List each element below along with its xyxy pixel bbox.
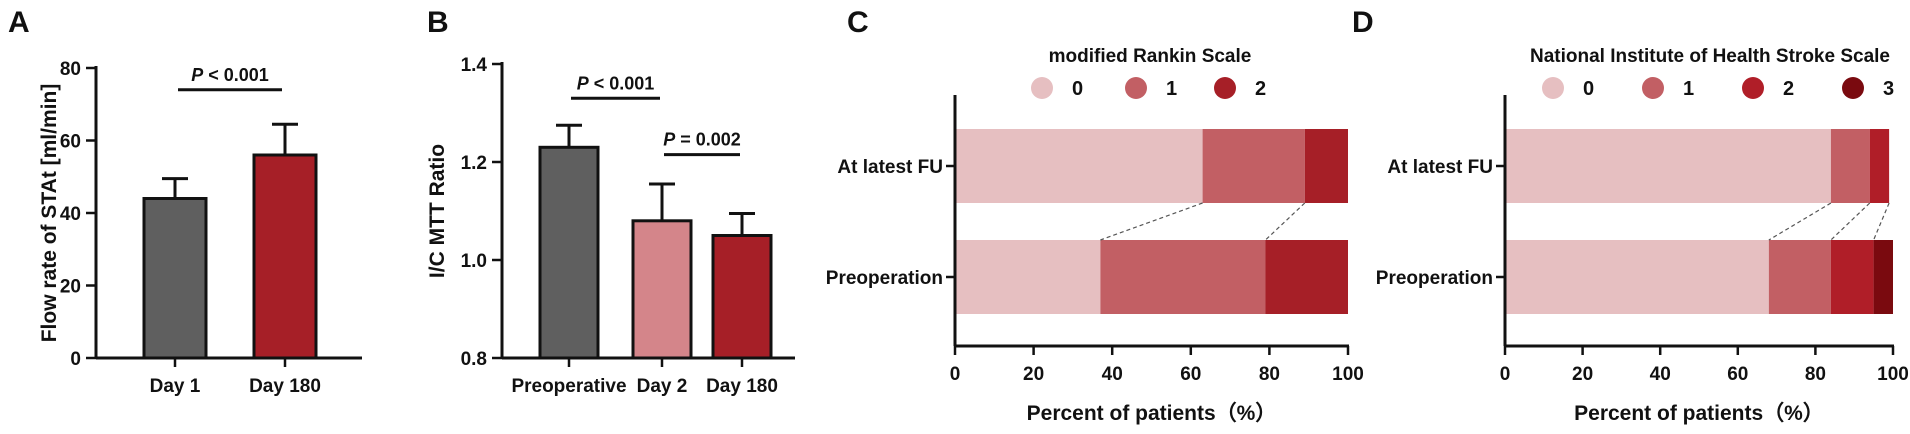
legend-swatch: [1642, 77, 1664, 99]
panel-letter: B: [427, 6, 449, 39]
bar-segment: [1505, 129, 1831, 203]
legend-swatch: [1214, 77, 1236, 99]
bar: [711, 234, 773, 360]
connector-line: [1100, 202, 1203, 241]
bar-segment: [1830, 129, 1870, 203]
bar-segment: [1505, 240, 1769, 314]
x-tick-label: 0: [1500, 364, 1511, 385]
x-tick-label: 40: [1650, 364, 1671, 385]
connector-line: [1768, 202, 1832, 241]
bar: [142, 197, 208, 360]
bar-segment: [1202, 129, 1305, 203]
x-tick-label: 80: [1259, 364, 1280, 385]
x-axis-label: Percent of patients（%）: [1574, 401, 1824, 425]
p-value-label: P = 0.002: [663, 130, 741, 150]
y-tick-label: At latest FU: [837, 157, 943, 178]
x-tick-label: 60: [1727, 364, 1748, 385]
connector-line: [1873, 202, 1890, 241]
x-tick-label: 40: [1102, 364, 1123, 385]
bar-segment: [1100, 240, 1266, 314]
bar-segment: [1869, 129, 1890, 203]
y-tick-label: 1.4: [461, 55, 488, 76]
y-axis-label: Flow rate of STAt [ml/min]: [38, 84, 61, 343]
y-tick-label: 0: [70, 349, 81, 370]
x-tick-label: 0: [950, 364, 961, 385]
y-tick-label: 1.0: [461, 251, 487, 272]
x-tick-label: Preoperative: [511, 376, 626, 397]
chart-title: National Institute of Health Stroke Scal…: [1530, 46, 1890, 67]
bar-segment: [955, 129, 1203, 203]
y-tick-label: 20: [60, 277, 81, 298]
panel-letter: C: [847, 6, 869, 39]
legend-swatch: [1842, 77, 1864, 99]
y-tick-label: Preoperation: [826, 268, 943, 289]
bar-segment: [955, 240, 1101, 314]
bar-segment: [1304, 129, 1348, 203]
y-tick-label: 40: [60, 204, 81, 225]
legend-label: 1: [1683, 78, 1694, 100]
y-tick-label: 1.2: [461, 153, 487, 174]
x-tick-label: Day 1: [150, 376, 201, 397]
bar-segment: [1768, 240, 1831, 314]
x-tick-label: 100: [1332, 364, 1364, 385]
panel-d: D National Institute of Health Stroke Sca…: [1352, 6, 1909, 425]
legend-swatch: [1542, 77, 1564, 99]
legend-label: 0: [1072, 78, 1083, 100]
p-value-label: P < 0.001: [577, 73, 655, 93]
p-value-label: P < 0.001: [191, 65, 269, 85]
panel-b: B 0.8 1.0 1.2 1.4 I/C MTT Ratio Preoperative Da…: [426, 6, 795, 397]
x-tick-label: 100: [1877, 364, 1909, 385]
y-tick-label: 0.8: [461, 349, 487, 370]
panel-letter: A: [8, 6, 30, 39]
connector-line: [1830, 202, 1871, 241]
x-tick-label: Day 180: [249, 376, 321, 397]
x-tick-label: 80: [1805, 364, 1826, 385]
y-tick-label: At latest FU: [1387, 157, 1493, 178]
legend-swatch: [1125, 77, 1147, 99]
legend-label: 2: [1783, 78, 1794, 100]
legend-swatch: [1742, 77, 1764, 99]
legend-label: 1: [1166, 78, 1177, 100]
legend-label: 3: [1883, 78, 1894, 100]
y-tick-label: Preoperation: [1376, 268, 1493, 289]
chart-title: modified Rankin Scale: [1049, 46, 1252, 67]
legend-label: 0: [1583, 78, 1594, 100]
legend-label: 2: [1255, 78, 1266, 100]
panel-a: A 0 20 40 60 80 Flow rate of STAt [ml/min] Day …: [8, 6, 362, 397]
x-axis-label: Percent of patients（%）: [1027, 401, 1277, 425]
bar: [538, 145, 600, 360]
bar: [631, 219, 693, 360]
y-axis-label: I/C MTT Ratio: [426, 144, 449, 278]
bar: [252, 153, 318, 360]
x-tick-label: Day 180: [706, 376, 778, 397]
y-tick-label: 80: [60, 59, 81, 80]
x-tick-label: 20: [1023, 364, 1044, 385]
bar-segment: [1830, 240, 1874, 314]
connector-line: [1265, 202, 1306, 241]
legend-swatch: [1031, 77, 1053, 99]
bar-segment: [1873, 240, 1893, 314]
x-tick-label: 20: [1572, 364, 1593, 385]
bar-segment: [1265, 240, 1348, 314]
panel-letter: D: [1352, 6, 1374, 39]
x-tick-label: Day 2: [637, 376, 688, 397]
y-tick-label: 60: [60, 132, 81, 153]
x-tick-label: 60: [1180, 364, 1201, 385]
